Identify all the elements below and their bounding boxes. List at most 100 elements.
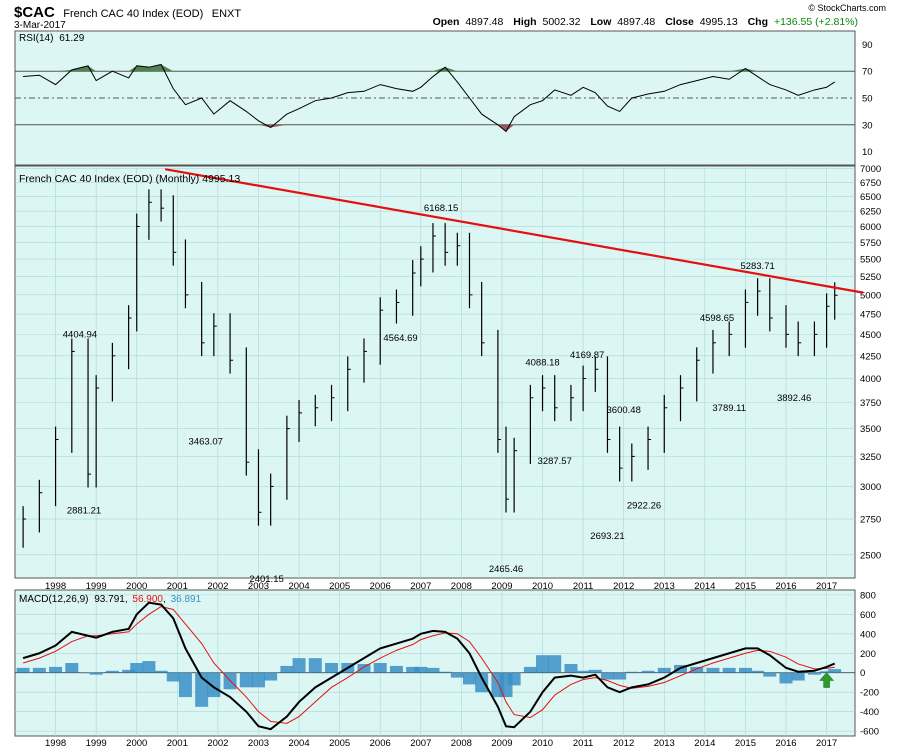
index-name: French CAC 40 Index (EOD) (63, 8, 203, 20)
price-ytick-label: 2750 (860, 515, 881, 526)
macd-histogram-bar (463, 672, 476, 685)
ticker-symbol: $CAC (14, 4, 55, 21)
macd-histogram-bar (791, 672, 805, 681)
macd-histogram-bar (406, 666, 420, 673)
macd-xtick-label: 2015 (735, 738, 756, 749)
open-label: Open (433, 16, 460, 28)
macd-ytick-label: -200 (860, 688, 879, 699)
price-bar (696, 347, 700, 402)
price-ytick-label: 4000 (860, 374, 881, 385)
price-xtick-label: 2003 (248, 581, 269, 592)
price-xtick-label: 2015 (735, 581, 756, 592)
price-bar (128, 305, 132, 370)
open-value: 4897.48 (465, 16, 503, 28)
price-ytick-label: 6000 (860, 222, 881, 233)
price-bar (379, 297, 384, 365)
macd-xtick-label: 2005 (329, 738, 350, 749)
price-ytick-label: 2500 (860, 550, 881, 561)
price-xtick-label: 2011 (573, 581, 593, 592)
price-annotation-label: 2922.26 (627, 500, 661, 511)
close-label: Close (665, 16, 694, 28)
macd-histogram-bar (154, 670, 168, 673)
price-annotation-label: 2693.21 (590, 531, 624, 542)
price-annotation-label: 3463.07 (189, 437, 223, 448)
price-bar (663, 394, 668, 453)
macd-histogram-bar (507, 672, 521, 686)
macd-xtick-label: 2013 (654, 738, 675, 749)
rsi-legend: RSI(14) 61.29 (19, 33, 85, 44)
macd-xtick-label: 1999 (86, 738, 107, 749)
price-ytick-label: 5000 (860, 290, 881, 301)
price-xtick-label: 1998 (45, 581, 66, 592)
price-xtick-label: 2009 (491, 581, 512, 592)
macd-xtick-label: 2016 (775, 738, 796, 749)
macd-histogram-bar (65, 663, 79, 673)
macd-xtick-label: 2010 (532, 738, 553, 749)
change-label: Chg (748, 16, 768, 28)
brand-watermark: © StockCharts.com (808, 3, 886, 13)
macd-histogram-bar (280, 665, 294, 673)
macd-histogram-bar (89, 672, 103, 675)
price-bar (744, 289, 749, 348)
rsi-legend-value: 61.29 (59, 33, 84, 44)
price-ytick-label: 3750 (860, 398, 881, 409)
price-bar (160, 189, 165, 222)
macd-histogram-bar (389, 665, 403, 673)
price-bar (184, 239, 189, 309)
rsi-line (23, 63, 835, 133)
macd-histogram-bar (779, 672, 793, 684)
price-bar (347, 356, 351, 412)
macd-histogram-bar (264, 672, 278, 681)
macd-histogram-bar (142, 661, 156, 673)
macd-histogram-bar (207, 672, 221, 698)
macd-xtick-label: 2000 (126, 738, 147, 749)
macd-histogram-bar (32, 667, 46, 673)
rsi-panel: 10 30 50 70 90 RSI(14) 61.29 (14, 30, 873, 166)
price-ytick-label: 5500 (860, 255, 881, 266)
macd-histogram-bar (105, 670, 119, 673)
price-annotation-label: 2401.15 (249, 574, 283, 585)
macd-histogram-bar (738, 667, 752, 673)
price-bar (286, 415, 290, 500)
price-bar (420, 246, 424, 287)
exchange-name: ENXT (212, 8, 242, 20)
price-bar (631, 443, 635, 482)
price-annotation-label: 4598.65 (700, 313, 734, 324)
macd-histogram-bar (564, 663, 578, 673)
macd-histogram-bar (641, 670, 655, 673)
rsi-overbought-fill (23, 64, 835, 72)
price-panel: 2500 2750 3000 3250 3500 3750 4000 4250 4500 4750… (14, 164, 881, 585)
macd-xtick-label: 2002 (207, 738, 228, 749)
macd-histogram-bar (763, 672, 777, 677)
price-xtick-label: 2014 (694, 581, 715, 592)
price-annotation-label: 4564.69 (383, 333, 417, 344)
macd-xtick-label: 2001 (167, 738, 188, 749)
macd-histogram-bar (426, 667, 440, 673)
macd-xtick-label: 2003 (248, 738, 269, 749)
price-annotation-label: 6168.15 (424, 203, 458, 214)
price-bar (395, 289, 400, 324)
price-xtick-label: 2016 (775, 581, 796, 592)
price-ytick-label: 4750 (860, 310, 881, 321)
price-annotation-label: 2881.21 (67, 506, 101, 517)
price-bar (505, 426, 510, 513)
price-bar (245, 347, 250, 476)
macd-histogram-bar (49, 666, 63, 673)
buy-signal-arrow-icon (819, 672, 835, 688)
macd-histogram-bar (325, 663, 339, 673)
price-xtick-label: 2008 (451, 581, 472, 592)
price-x-axis: 1998 1999 2000 2001 2002 2003 2004 2005 2006 2007… (45, 581, 837, 592)
macd-histogram-bar (357, 663, 371, 673)
macd-histogram-bar (576, 670, 590, 673)
price-bar (363, 338, 367, 383)
macd-xtick-label: 2007 (410, 738, 431, 749)
macd-histogram-bar (438, 671, 452, 673)
macd-legend-label: MACD(12,26,9) (19, 594, 88, 605)
price-bar (54, 426, 59, 507)
price-ytick-label: 5250 (860, 272, 881, 283)
macd-histogram-bar (600, 672, 614, 680)
macd-xtick-label: 2004 (288, 738, 309, 749)
macd-legend-value: 93.791 (94, 594, 125, 605)
price-xtick-label: 2006 (370, 581, 391, 592)
high-value: 5002.32 (542, 16, 580, 28)
